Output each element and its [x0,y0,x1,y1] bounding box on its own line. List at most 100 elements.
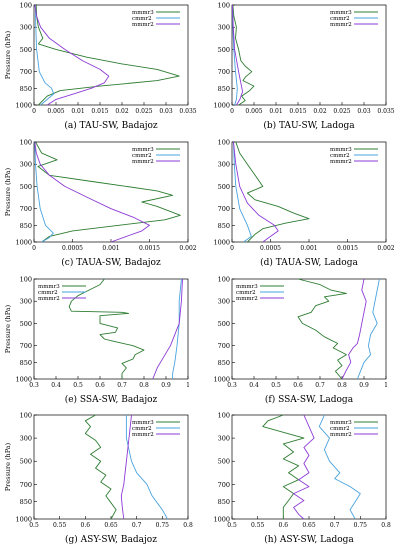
y-tick-label: 100 [20,412,32,420]
legend-label-mmmr3: mmmr3 [330,10,352,16]
panel-caption: (d) TAUA-SW, Ladoga [260,257,358,268]
y-tick-label: 500 [218,46,230,54]
y-tick-label: 700 [218,342,230,350]
legend-label-mmmr3: mmmr3 [132,147,154,153]
x-tick-label: 0.0005 [260,245,281,252]
legend-label-mmmr2: mmmr2 [330,432,352,438]
x-tick-label: 0.025 [333,108,350,115]
x-tick-label: 0.0015 [337,245,358,252]
x-tick-label: 0.03 [159,108,173,115]
y-tick-label: 300 [20,298,32,306]
panel-caption: (b) TAU-SW, Ladoga [263,120,355,131]
panel-caption: (g) ASY-SW, Badajoz [65,534,157,545]
x-tick-label: 0.55 [251,522,265,529]
x-tick-label: 0.02 [115,108,129,115]
y-tick-label: 100 [20,2,32,10]
y-tick-label: 850 [20,498,32,506]
y-tick-label: 100 [218,139,230,147]
x-tick-label: 0.7 [132,522,142,529]
y-tick-label: 1000 [15,376,32,384]
legend-label-mmmr2: mmmr2 [330,22,352,28]
legend-label-cmmr2: cmmr2 [132,153,152,159]
x-tick-label: 0.035 [377,108,394,115]
series-line-cmmr2 [356,278,380,380]
series-line-mmmr2 [231,4,244,106]
y-axis-label: Pressure (hPa) [4,442,12,491]
y-tick-label: 850 [20,85,32,93]
legend-label-cmmr2: cmmr2 [132,16,152,22]
x-tick-label: 0.8 [139,382,149,389]
y-tick-label: 100 [20,139,32,147]
y-tick-label: 1000 [15,239,32,247]
x-tick-label: 0.01 [269,108,282,115]
y-tick-label: 700 [20,481,32,489]
x-tick-label: 0.9 [161,382,171,389]
y-tick-label: 300 [218,161,230,169]
x-tick-label: 0.75 [156,522,170,529]
y-tick-label: 1000 [15,102,32,110]
x-tick-label: 0 [230,108,234,115]
x-tick-label: 0.0015 [139,245,160,252]
x-tick-label: 0.015 [289,108,306,115]
y-tick-label: 500 [20,458,32,466]
series-line-mmmr2 [293,414,315,520]
legend-label-mmmr3: mmmr3 [132,420,154,426]
series-line-cmmr2 [34,141,54,243]
legend-label-cmmr2: cmmr2 [132,426,152,432]
series-line-mmmr3 [262,414,305,519]
panel-caption: (c) TAUA-SW, Badajoz [61,257,161,268]
x-tick-label: 0.5 [271,382,281,389]
legend-label-mmmr3: mmmr3 [330,147,352,153]
x-tick-label: 0.002 [377,245,394,252]
y-tick-label: 1000 [213,516,230,524]
x-tick-label: 1 [384,382,388,389]
legend-label-mmmr3: mmmr3 [236,284,258,290]
plot-frame [33,4,189,106]
y-tick-label: 500 [20,183,32,191]
series-line-mmmr2 [341,278,367,380]
y-tick-label: 850 [218,359,230,367]
legend-label-mmmr3: mmmr3 [132,10,154,16]
series-line-cmmr2 [233,141,252,243]
y-tick-label: 700 [218,68,230,76]
plot-frame [231,141,387,243]
y-tick-label: 500 [20,320,32,328]
y-tick-label: 300 [20,161,32,169]
series-line-mmmr3 [235,141,310,243]
x-tick-label: 0.025 [135,108,152,115]
plot-frame [231,4,387,106]
x-tick-label: 0.7 [330,522,340,529]
y-tick-label: 300 [218,24,230,32]
y-tick-label: 500 [218,320,230,328]
x-tick-label: 0.5 [29,522,39,529]
series-line-cmmr2 [34,4,55,106]
x-tick-label: 0.7 [315,382,325,389]
x-tick-label: 0.8 [183,522,193,529]
x-tick-label: 0.65 [104,522,118,529]
x-tick-label: 0.03 [357,108,371,115]
series-line-mmmr2 [34,4,110,106]
y-tick-label: 100 [20,276,32,284]
x-tick-label: 0.0005 [62,245,83,252]
x-tick-label: 0.6 [293,382,303,389]
y-tick-label: 1000 [15,516,32,524]
x-tick-label: 0.8 [381,522,391,529]
y-tick-label: 1000 [213,239,230,247]
y-tick-label: 850 [218,222,230,230]
x-tick-label: 0.02 [313,108,327,115]
x-tick-label: 0.4 [249,382,259,389]
x-tick-label: 0 [230,245,234,252]
y-tick-label: 300 [20,435,32,443]
x-tick-label: 0.5 [227,522,237,529]
x-tick-label: 0.65 [302,522,316,529]
series-line-mmmr3 [232,4,255,106]
x-tick-label: 0.005 [245,108,262,115]
x-tick-label: 0.001 [300,245,317,252]
x-tick-label: 0.3 [29,382,39,389]
